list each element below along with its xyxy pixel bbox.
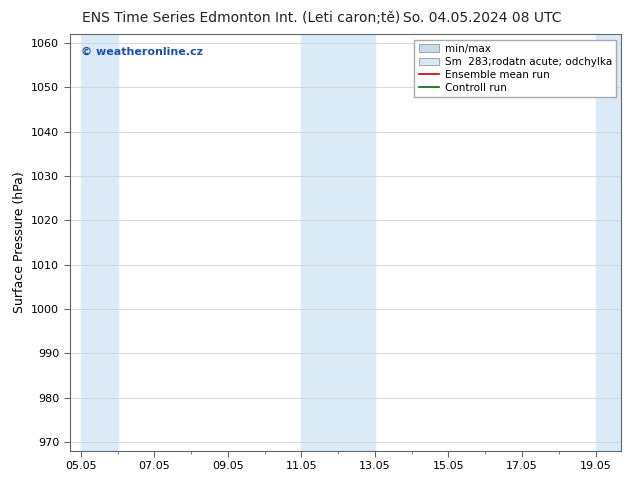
Text: So. 04.05.2024 08 UTC: So. 04.05.2024 08 UTC (403, 11, 561, 25)
Bar (301, 34, 375, 451)
Text: © weatheronline.cz: © weatheronline.cz (81, 47, 203, 57)
Text: ENS Time Series Edmonton Int. (Leti caron;tě): ENS Time Series Edmonton Int. (Leti caro… (82, 11, 400, 25)
Y-axis label: Surface Pressure (hPa): Surface Pressure (hPa) (13, 172, 25, 314)
Legend: min/max, Sm  283;rodatn acute; odchylka, Ensemble mean run, Controll run: min/max, Sm 283;rodatn acute; odchylka, … (415, 40, 616, 97)
Bar (81, 34, 117, 451)
Bar (595, 34, 621, 451)
